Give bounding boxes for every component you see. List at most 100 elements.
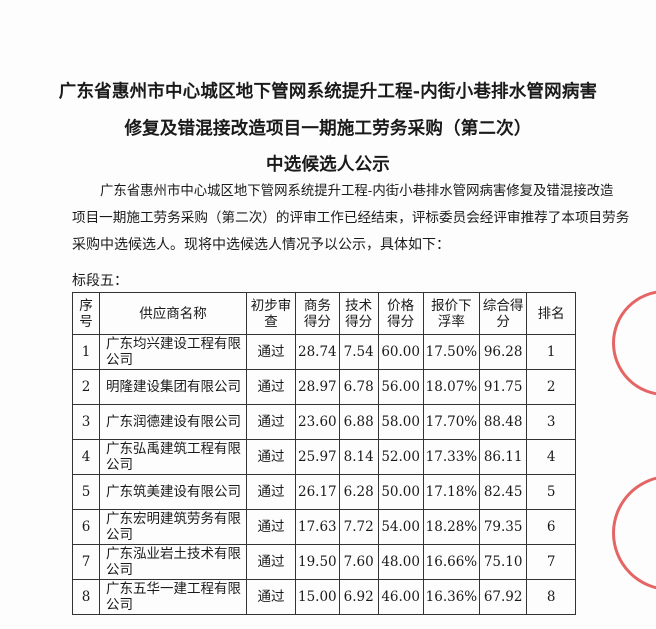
intro-paragraph: 广东省惠州市中心城区地下管网系统提升工程-内街小巷排水管网病害修复及错混接改造 …: [72, 178, 630, 259]
cell-business: 26.17: [295, 474, 340, 510]
cell-preliminary: 通过: [246, 369, 296, 405]
cell-business: 15.00: [295, 579, 340, 615]
cell-discount: 16.36%: [422, 579, 481, 615]
cell-technical: 6.78: [338, 369, 379, 405]
table-row: 5 广东筑美建设有限公司 通过 26.17 6.28 50.00 17.18% 82.45 5: [72, 474, 577, 510]
header-supplier: 供应商名称: [99, 292, 247, 335]
cell-seq: 8: [72, 579, 100, 615]
cell-preliminary: 通过: [246, 579, 296, 615]
cell-total: 79.35: [479, 509, 528, 545]
candidates-table: 序号 供应商名称 初步审查 商务得分 技术得分 价格得分 报价下浮率 综合得分 …: [72, 292, 577, 615]
cell-total: 67.92: [479, 579, 528, 615]
cell-technical: 6.28: [338, 474, 379, 510]
title-line-1: 广东省惠州市中心城区地下管网系统提升工程-内街小巷排水管网病害: [58, 82, 598, 102]
cell-technical: 6.92: [338, 579, 379, 615]
cell-supplier: 广东弘禹建筑工程有限公司: [99, 439, 247, 475]
cell-business: 25.97: [295, 439, 340, 475]
cell-price: 60.00: [377, 334, 424, 370]
header-discount: 报价下浮率: [422, 292, 481, 335]
cell-total: 82.45: [479, 474, 528, 510]
intro-line: 采购中选候选人。现将中选候选人情况予以公示，具体如下：: [72, 237, 450, 253]
header-rank: 排名: [526, 292, 577, 335]
cell-preliminary: 通过: [246, 404, 296, 440]
cell-preliminary: 通过: [246, 544, 296, 580]
cell-business: 28.97: [295, 369, 340, 405]
cell-supplier: 明隆建设集团有限公司: [99, 369, 247, 405]
header-business: 商务得分: [295, 292, 340, 335]
cell-rank: 6: [526, 509, 577, 545]
seal-bottom-right: [612, 475, 656, 591]
cell-discount: 18.07%: [422, 369, 481, 405]
header-seq: 序号: [72, 292, 100, 335]
cell-preliminary: 通过: [246, 509, 296, 545]
cell-seq: 4: [72, 439, 100, 475]
cell-price: 46.00: [377, 579, 424, 615]
cell-business: 28.74: [295, 334, 340, 370]
table-row: 3 广东润德建设有限公司 通过 23.60 6.88 58.00 17.70% 88.48 3: [72, 404, 577, 440]
cell-discount: 17.50%: [422, 334, 481, 370]
cell-price: 54.00: [377, 509, 424, 545]
cell-seq: 6: [72, 509, 100, 545]
cell-discount: 17.70%: [422, 404, 481, 440]
table-row: 2 明隆建设集团有限公司 通过 28.97 6.78 56.00 18.07% 91.75 2: [72, 369, 577, 405]
cell-preliminary: 通过: [246, 474, 296, 510]
intro-line: 项目一期施工劳务采购（第二次）的评审工作已经结束，评标委员会经评审推荐了本项目劳…: [72, 210, 630, 226]
cell-supplier: 广东宏明建筑劳务有限公司: [99, 509, 247, 545]
cell-discount: 18.28%: [422, 509, 481, 545]
cell-business: 23.60: [295, 404, 340, 440]
cell-total: 96.28: [479, 334, 528, 370]
cell-supplier: 广东均兴建设工程有限公司: [99, 334, 247, 370]
cell-price: 58.00: [377, 404, 424, 440]
cell-price: 50.00: [377, 474, 424, 510]
cell-rank: 1: [526, 334, 577, 370]
cell-rank: 5: [526, 474, 577, 510]
cell-total: 86.11: [479, 439, 528, 475]
cell-supplier: 广东筑美建设有限公司: [99, 474, 247, 510]
cell-seq: 1: [72, 334, 100, 370]
cell-technical: 6.88: [338, 404, 379, 440]
cell-technical: 7.54: [338, 334, 379, 370]
cell-supplier: 广东五华一建工程有限公司: [99, 579, 247, 615]
cell-seq: 7: [72, 544, 100, 580]
cell-technical: 7.72: [338, 509, 379, 545]
cell-discount: 16.66%: [422, 544, 481, 580]
cell-total: 91.75: [479, 369, 528, 405]
table-row: 7 广东泓业岩土技术有限公司 通过 19.50 7.60 48.00 16.66% 75.10…: [72, 544, 577, 580]
section-label: 标段五：: [72, 273, 128, 289]
cell-business: 17.63: [295, 509, 340, 545]
cell-rank: 7: [526, 544, 577, 580]
cell-total: 75.10: [479, 544, 528, 580]
cell-discount: 17.33%: [422, 439, 481, 475]
header-price: 价格得分: [377, 292, 424, 335]
cell-discount: 17.18%: [422, 474, 481, 510]
title-line-3: 中选候选人公示: [266, 155, 390, 175]
intro-line: 广东省惠州市中心城区地下管网系统提升工程-内街小巷排水管网病害修复及错混接改造: [100, 184, 614, 199]
table-header-row: 序号 供应商名称 初步审查 商务得分 技术得分 价格得分 报价下浮率 综合得分 …: [72, 292, 577, 335]
cell-technical: 7.60: [338, 544, 379, 580]
cell-seq: 2: [72, 369, 100, 405]
cell-rank: 3: [526, 404, 577, 440]
cell-rank: 4: [526, 439, 577, 475]
table-row: 6 广东宏明建筑劳务有限公司 通过 17.63 7.72 54.00 18.28% 79.35…: [72, 509, 577, 545]
cell-preliminary: 通过: [246, 439, 296, 475]
cell-supplier: 广东润德建设有限公司: [99, 404, 247, 440]
cell-seq: 3: [72, 404, 100, 440]
cell-rank: 2: [526, 369, 577, 405]
cell-price: 56.00: [377, 369, 424, 405]
cell-price: 52.00: [377, 439, 424, 475]
cell-business: 19.50: [295, 544, 340, 580]
cell-supplier: 广东泓业岩土技术有限公司: [99, 544, 247, 580]
cell-rank: 8: [526, 579, 577, 615]
header-total: 综合得分: [479, 292, 528, 335]
title-line-2: 修复及错混接改造项目一期施工劳务采购（第二次）: [124, 119, 532, 139]
table-row: 8 广东五华一建工程有限公司 通过 15.00 6.92 46.00 16.36% 67.92…: [72, 579, 577, 615]
seal-top-right: [612, 290, 656, 396]
cell-technical: 8.14: [338, 439, 379, 475]
cell-total: 88.48: [479, 404, 528, 440]
header-technical: 技术得分: [338, 292, 379, 335]
cell-preliminary: 通过: [246, 334, 296, 370]
cell-seq: 5: [72, 474, 100, 510]
header-preliminary: 初步审查: [246, 292, 296, 335]
table-row: 4 广东弘禹建筑工程有限公司 通过 25.97 8.14 52.00 17.33% 86.11…: [72, 439, 577, 475]
